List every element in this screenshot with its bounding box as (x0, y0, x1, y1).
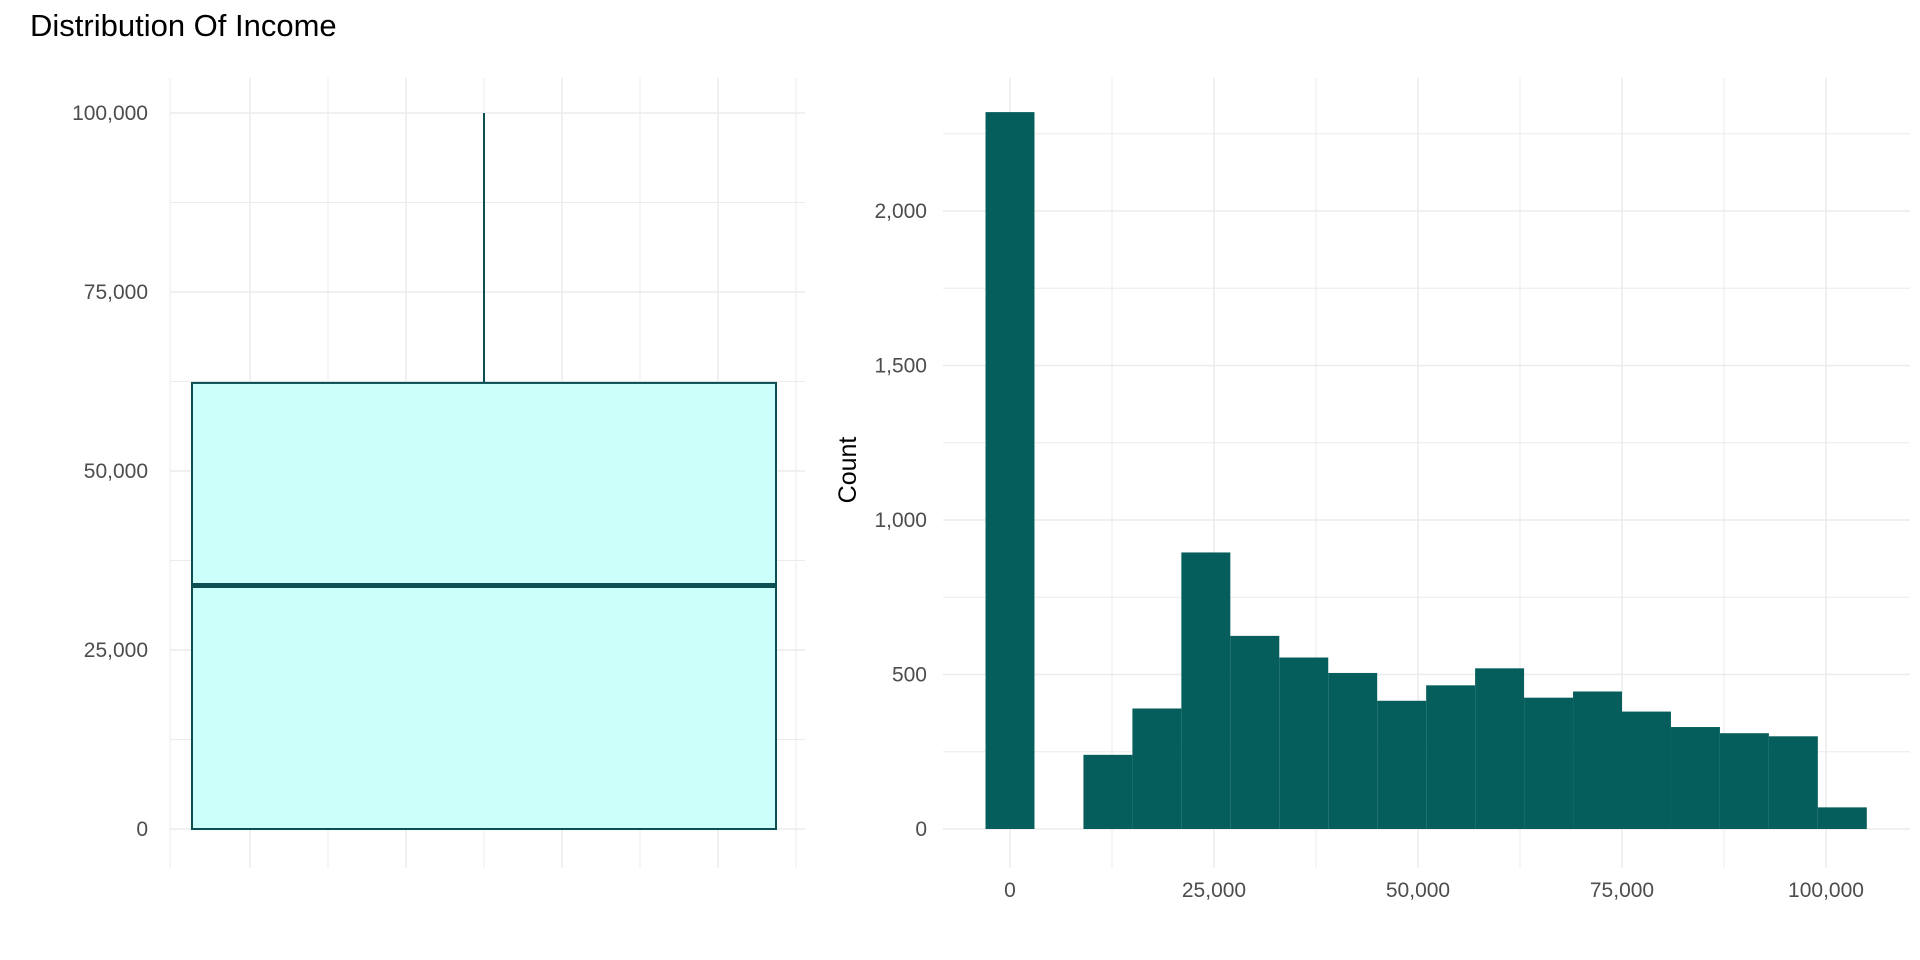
x-tick-label: 25,000 (1182, 879, 1246, 902)
x-tick-label: 100,000 (1788, 879, 1864, 902)
histogram-bar (1573, 691, 1622, 829)
histogram-bar (1524, 697, 1574, 829)
x-tick-label: 75,000 (1590, 879, 1654, 902)
histogram-panel: 0 25,000 50,000 75,000 100,000 0 500 1,000 1,500… (834, 78, 1910, 902)
histogram-bar (985, 112, 1035, 830)
histogram-bar (1279, 657, 1329, 829)
x-tick-label: 0 (1004, 879, 1016, 902)
y-tick-label: 75,000 (84, 281, 148, 304)
y-tick-label: 0 (136, 818, 148, 841)
y-tick-label: 0 (915, 818, 927, 841)
y-tick-label: 2,000 (874, 200, 927, 223)
y-tick-label: 1,000 (874, 509, 927, 532)
histogram-bar (1622, 711, 1671, 829)
histogram-bar (1132, 708, 1182, 829)
page-title: Distribution Of Income (30, 8, 337, 43)
y-axis-title: Count (834, 437, 862, 504)
histogram-bar (1083, 754, 1133, 829)
y-tick-label: 500 (892, 664, 927, 687)
histogram-bar (1426, 685, 1476, 829)
y-tick-label: 25,000 (84, 639, 148, 662)
histogram-bar (1670, 727, 1720, 829)
histogram-bar (1475, 668, 1525, 829)
histogram-bar (1377, 700, 1427, 829)
histogram-bar (1768, 736, 1818, 829)
histogram-bar (1230, 635, 1280, 829)
y-tick-label: 1,500 (874, 355, 927, 378)
histogram-bar (1328, 672, 1378, 829)
boxplot-panel: 0 25,000 50,000 75,000 100,000 (72, 78, 805, 868)
histogram-bar (1719, 733, 1769, 829)
histogram-bar (1817, 807, 1867, 829)
x-tick-label: 50,000 (1386, 879, 1450, 902)
y-tick-label: 100,000 (72, 102, 148, 125)
y-tick-label: 50,000 (84, 460, 148, 483)
box-iqr (191, 381, 777, 830)
histogram-bar (1181, 552, 1231, 829)
